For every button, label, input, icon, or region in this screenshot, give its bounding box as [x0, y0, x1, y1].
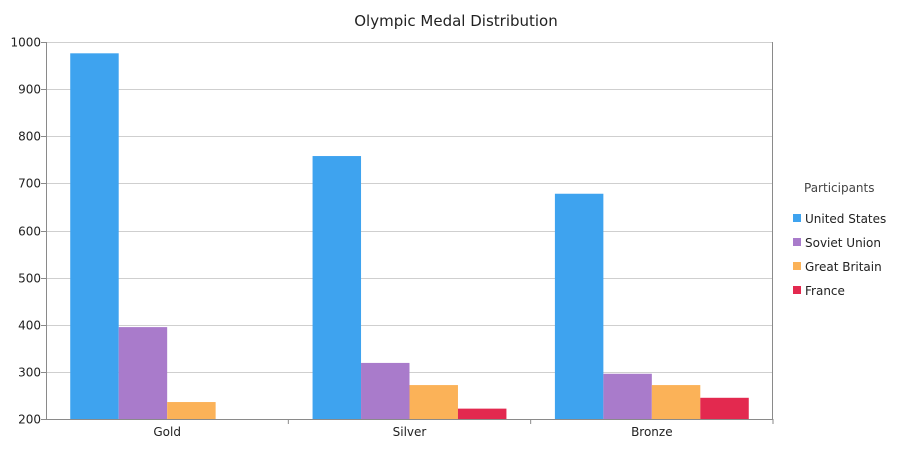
- legend-label: France: [805, 284, 845, 298]
- legend-label: Soviet Union: [805, 236, 881, 250]
- y-tick-label: 300: [18, 366, 41, 380]
- bar-great-britain-bronze: [651, 385, 701, 419]
- legend-swatch: [793, 262, 801, 270]
- bar-soviet-union-silver: [361, 362, 410, 419]
- bar-soviet-union-gold: [118, 327, 168, 419]
- legend-swatch: [793, 214, 801, 222]
- bar-united-states-silver: [312, 156, 362, 420]
- bar-great-britain-silver: [409, 385, 458, 419]
- chart-title: Olympic Medal Distribution: [354, 12, 558, 30]
- x-tick-label: Silver: [393, 425, 427, 439]
- y-tick-label: 200: [18, 413, 41, 427]
- bar-france-silver: [457, 408, 507, 419]
- y-tick-label: 700: [18, 177, 41, 191]
- y-tick-label: 400: [18, 319, 41, 333]
- y-tick-label: 600: [18, 225, 41, 239]
- x-tick-label: Gold: [153, 425, 181, 439]
- bar-france-bronze: [700, 397, 749, 419]
- x-tick-label: Bronze: [631, 425, 673, 439]
- y-tick-label: 800: [18, 130, 41, 144]
- gridlines: [46, 42, 773, 420]
- bar-united-states-bronze: [554, 193, 604, 419]
- legend-label: Great Britain: [805, 260, 882, 274]
- legend: Participants United States Soviet Union Gr…: [793, 181, 886, 298]
- y-tick-label: 1000: [10, 36, 41, 50]
- legend-swatch: [793, 238, 801, 246]
- y-tick-label: 900: [18, 83, 41, 97]
- y-tick-label: 500: [18, 272, 41, 286]
- bar-soviet-union-bronze: [603, 373, 652, 419]
- legend-title: Participants: [804, 181, 875, 195]
- bar-united-states-gold: [70, 53, 119, 420]
- legend-swatch: [793, 286, 801, 294]
- bars: [70, 53, 749, 420]
- axes: 200 300 400 500 600 700 800 900 1000 Gold Silver Br…: [10, 36, 774, 439]
- bar-great-britain-gold: [167, 402, 216, 419]
- legend-label: United States: [805, 212, 886, 226]
